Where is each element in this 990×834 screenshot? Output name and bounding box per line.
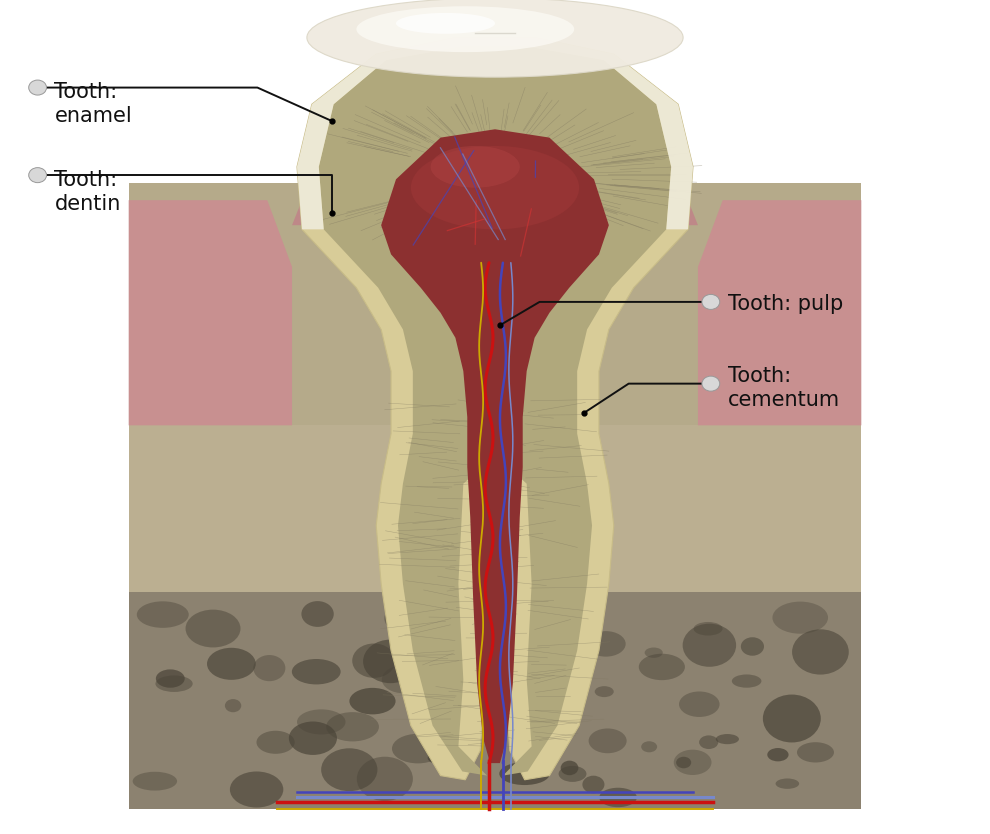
Bar: [129, 425, 861, 592]
Ellipse shape: [326, 712, 379, 741]
Ellipse shape: [507, 656, 550, 679]
Ellipse shape: [767, 748, 789, 761]
Polygon shape: [297, 38, 693, 780]
Ellipse shape: [775, 778, 799, 789]
Ellipse shape: [349, 688, 396, 715]
Ellipse shape: [683, 624, 737, 667]
Ellipse shape: [352, 644, 395, 678]
Ellipse shape: [155, 670, 185, 688]
Ellipse shape: [676, 756, 691, 768]
Ellipse shape: [560, 761, 578, 776]
Ellipse shape: [133, 771, 177, 791]
Ellipse shape: [363, 640, 418, 683]
Ellipse shape: [225, 699, 242, 712]
Ellipse shape: [694, 622, 723, 636]
Bar: [129, 183, 861, 809]
Text: Tooth:
dentin: Tooth: dentin: [54, 170, 121, 214]
Ellipse shape: [356, 756, 413, 801]
Ellipse shape: [418, 632, 471, 655]
Ellipse shape: [582, 776, 605, 793]
Ellipse shape: [185, 610, 241, 647]
Ellipse shape: [297, 710, 346, 735]
Ellipse shape: [321, 748, 377, 791]
Text: Tooth: pulp: Tooth: pulp: [728, 294, 842, 314]
Ellipse shape: [396, 13, 495, 33]
Ellipse shape: [797, 742, 834, 762]
Ellipse shape: [474, 693, 508, 708]
Polygon shape: [297, 38, 693, 229]
Ellipse shape: [741, 637, 764, 656]
Ellipse shape: [639, 654, 685, 681]
Ellipse shape: [253, 655, 285, 681]
Ellipse shape: [599, 788, 637, 807]
Ellipse shape: [716, 734, 739, 744]
Ellipse shape: [431, 146, 520, 188]
Ellipse shape: [589, 728, 627, 753]
Ellipse shape: [356, 7, 574, 53]
Bar: [129, 592, 861, 809]
Ellipse shape: [564, 604, 585, 617]
Ellipse shape: [792, 630, 848, 675]
Ellipse shape: [256, 731, 295, 754]
Ellipse shape: [586, 631, 626, 656]
Ellipse shape: [642, 741, 657, 752]
Ellipse shape: [307, 0, 683, 78]
Ellipse shape: [384, 602, 432, 634]
Polygon shape: [319, 46, 671, 776]
Ellipse shape: [207, 648, 255, 680]
Ellipse shape: [732, 675, 761, 688]
Ellipse shape: [763, 695, 821, 742]
Polygon shape: [579, 75, 698, 225]
Ellipse shape: [292, 659, 341, 685]
Ellipse shape: [301, 601, 334, 627]
Ellipse shape: [230, 771, 283, 807]
Ellipse shape: [411, 146, 579, 229]
Ellipse shape: [382, 666, 425, 693]
Ellipse shape: [499, 762, 549, 785]
Ellipse shape: [392, 734, 444, 763]
Ellipse shape: [558, 766, 586, 782]
Ellipse shape: [512, 606, 557, 636]
Ellipse shape: [428, 752, 447, 764]
Ellipse shape: [155, 676, 193, 692]
Ellipse shape: [137, 601, 189, 628]
Ellipse shape: [699, 736, 719, 749]
Polygon shape: [698, 200, 861, 425]
Polygon shape: [381, 129, 609, 763]
Polygon shape: [129, 200, 292, 425]
Ellipse shape: [679, 691, 720, 717]
Ellipse shape: [289, 721, 337, 755]
Circle shape: [29, 168, 47, 183]
Circle shape: [702, 294, 720, 309]
Ellipse shape: [595, 686, 614, 697]
Text: Tooth:
cementum: Tooth: cementum: [728, 366, 840, 409]
Text: Tooth:
enamel: Tooth: enamel: [54, 83, 133, 126]
Ellipse shape: [674, 750, 712, 775]
Circle shape: [702, 376, 720, 391]
Ellipse shape: [772, 601, 828, 634]
Polygon shape: [292, 75, 411, 225]
Ellipse shape: [644, 647, 662, 658]
Circle shape: [29, 80, 47, 95]
